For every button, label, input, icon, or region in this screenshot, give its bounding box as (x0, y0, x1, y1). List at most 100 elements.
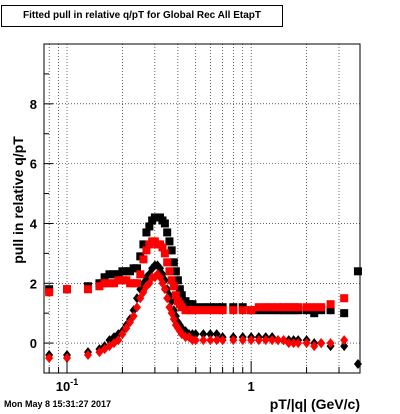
data-point (294, 303, 303, 312)
data-point (169, 258, 178, 267)
data-point (129, 311, 138, 322)
data-point (100, 273, 109, 282)
data-point (238, 335, 247, 346)
data-point (139, 255, 148, 264)
data-point (212, 329, 221, 340)
data-point (317, 338, 326, 349)
data-point (261, 335, 270, 346)
grid-lines (44, 43, 360, 373)
data-point (171, 267, 180, 276)
data-point (294, 338, 303, 349)
data-point (199, 306, 208, 315)
data-point (310, 341, 319, 352)
data-point (238, 306, 247, 315)
data-point (160, 284, 169, 295)
chart-title: Fitted pull in relative q/pT for Global … (23, 10, 261, 21)
data-point (191, 335, 200, 346)
y-tick-label: 0 (30, 336, 37, 351)
data-point (167, 246, 176, 255)
data-point (139, 240, 148, 249)
data-point (175, 285, 184, 294)
data-point (142, 228, 151, 237)
data-point (118, 329, 127, 340)
data-point (326, 306, 335, 315)
series-3 (45, 269, 349, 364)
plot-frame (43, 43, 361, 374)
data-point (302, 338, 311, 349)
data-point (173, 276, 182, 285)
data-point (114, 276, 123, 285)
data-point (229, 335, 238, 346)
data-point (274, 303, 283, 312)
data-point (126, 317, 135, 328)
data-point (229, 306, 238, 315)
y-tick-label: 2 (30, 276, 37, 291)
data-point (199, 335, 208, 346)
data-point (160, 219, 169, 228)
x-axis-label: pT/|q| (GeV/c) (270, 396, 360, 412)
data-point (158, 243, 167, 252)
y-tick-label: 6 (30, 157, 37, 172)
footer-timestamp: Mon May 8 15:31:27 2017 (4, 399, 112, 409)
data-point (105, 270, 114, 279)
data-point (261, 303, 270, 312)
data-point (165, 237, 174, 246)
data-point (268, 303, 277, 312)
data-point (169, 282, 178, 291)
data-point (247, 306, 256, 315)
chart-title-box: Fitted pull in relative q/pT for Global … (1, 5, 283, 27)
data-point (136, 270, 145, 279)
y-tick-label: 8 (30, 97, 37, 112)
y-tick-label: 4 (30, 216, 38, 231)
data-point (353, 359, 362, 370)
data-point (142, 246, 151, 255)
data-point (114, 335, 123, 346)
data-point (160, 249, 169, 258)
data-point (340, 309, 349, 318)
data-point (145, 222, 154, 231)
data-point (310, 309, 319, 318)
x-tick-label: 10-1 (56, 377, 78, 394)
data-point (317, 303, 326, 312)
data-point (206, 329, 215, 340)
data-point (133, 279, 142, 288)
data-point (289, 303, 298, 312)
data-point (167, 276, 176, 285)
data-point (206, 335, 215, 346)
data-point (177, 291, 186, 300)
data-point (353, 267, 362, 276)
data-point (302, 303, 311, 312)
data-point (340, 335, 349, 346)
data-point (274, 335, 283, 346)
data-point (163, 228, 172, 237)
data-point (247, 335, 256, 346)
data-point (310, 303, 319, 312)
series-0 (45, 213, 362, 318)
data-point (191, 329, 200, 340)
series-layer (45, 213, 362, 370)
data-point (45, 288, 54, 297)
data-point (165, 267, 174, 276)
data-point (100, 279, 109, 288)
data-point (63, 285, 72, 294)
data-point (268, 335, 277, 346)
data-point (284, 338, 293, 349)
data-point (63, 353, 72, 364)
data-point (83, 285, 92, 294)
data-point (254, 303, 263, 312)
data-point (171, 291, 180, 300)
data-point (45, 353, 54, 364)
data-point (191, 306, 200, 315)
data-point (110, 270, 119, 279)
data-point (212, 306, 221, 315)
data-point (206, 306, 215, 315)
data-point (133, 264, 142, 273)
data-point (110, 279, 119, 288)
data-point (218, 335, 227, 346)
data-point (163, 258, 172, 267)
data-point (95, 282, 104, 291)
data-point (279, 303, 288, 312)
y-axis-label: pull in relative q/pT (10, 136, 26, 264)
data-point (133, 302, 142, 313)
